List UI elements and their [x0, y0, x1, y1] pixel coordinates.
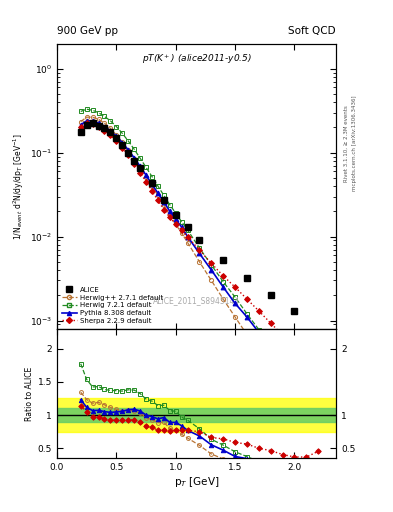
Legend: ALICE, Herwig++ 2.7.1 default, Herwig 7.2.1 default, Pythia 8.308 default, Sherp: ALICE, Herwig++ 2.7.1 default, Herwig 7.… [61, 286, 165, 325]
Y-axis label: 1/N$_{event}$ d$^2$N/dy/dp$_T$ [GeV$^{-1}$]: 1/N$_{event}$ d$^2$N/dy/dp$_T$ [GeV$^{-1… [11, 133, 26, 240]
Text: Rivet 3.1.10, ≥ 2.3M events: Rivet 3.1.10, ≥ 2.3M events [344, 105, 349, 182]
X-axis label: p$_T$ [GeV]: p$_T$ [GeV] [174, 475, 219, 489]
Text: pT(K$^+$) (alice2011-y0.5): pT(K$^+$) (alice2011-y0.5) [141, 52, 252, 66]
Text: mcplots.cern.ch [arXiv:1306.3436]: mcplots.cern.ch [arXiv:1306.3436] [352, 96, 357, 191]
Y-axis label: Ratio to ALICE: Ratio to ALICE [25, 366, 33, 420]
Text: Soft QCD: Soft QCD [288, 26, 336, 36]
Text: ALICE_2011_S8945144: ALICE_2011_S8945144 [153, 295, 240, 305]
Bar [57, 398, 336, 432]
Bar [57, 409, 336, 422]
Text: 900 GeV pp: 900 GeV pp [57, 26, 118, 36]
